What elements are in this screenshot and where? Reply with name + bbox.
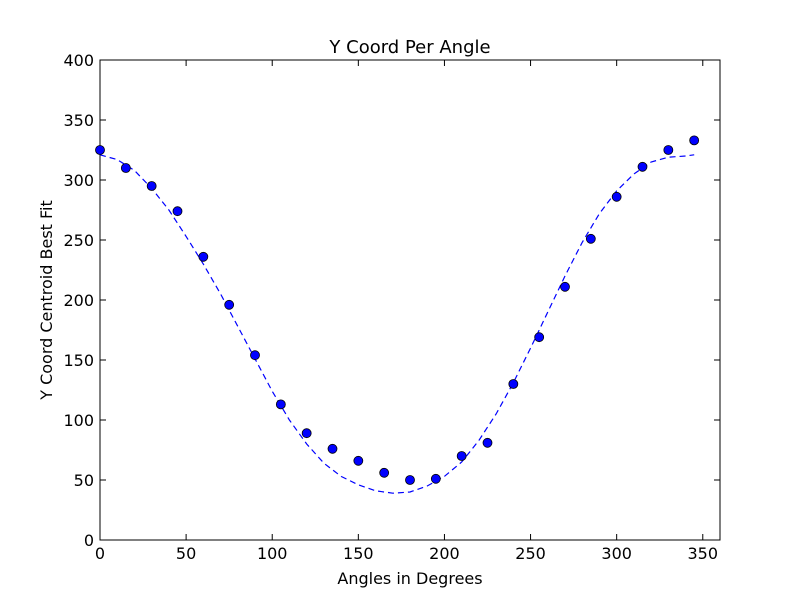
data-point <box>353 455 364 466</box>
data-point <box>146 181 157 191</box>
fit-line-layer <box>99 154 695 494</box>
y-tick-label: 150 <box>63 351 94 370</box>
y-tick-label: 300 <box>63 171 94 190</box>
data-point <box>301 428 312 439</box>
data-point <box>405 475 415 485</box>
x-tick-label: 200 <box>429 544 460 563</box>
data-point <box>95 145 105 155</box>
x-tick-label: 150 <box>343 544 374 563</box>
plot-frame <box>99 59 721 541</box>
data-point <box>250 350 260 361</box>
y-tick-label: 0 <box>84 531 94 550</box>
data-point <box>508 379 519 389</box>
chart-title: Y Coord Per Angle <box>328 37 490 58</box>
x-axis-ticks: 0 50 100 150 200 250 300 350 <box>95 60 718 563</box>
data-point <box>275 399 286 410</box>
data-point <box>611 191 622 202</box>
x-tick-label: 0 <box>95 544 105 563</box>
y-tick-label: 50 <box>74 471 94 490</box>
x-tick-label: 300 <box>601 544 632 563</box>
y-tick-label: 250 <box>63 231 94 250</box>
data-point <box>456 451 467 461</box>
data-point <box>172 206 183 217</box>
x-tick-label: 250 <box>515 544 546 563</box>
data-point <box>585 233 596 244</box>
x-tick-label: 350 <box>688 544 719 563</box>
data-point <box>327 443 338 454</box>
data-point <box>560 281 570 292</box>
points-layer <box>95 135 700 485</box>
x-tick-label: 100 <box>257 544 288 563</box>
y-tick-label: 350 <box>63 111 94 130</box>
data-point <box>430 473 441 484</box>
y-axis-ticks: 0 50 100 150 200 250 300 350 400 <box>63 51 720 550</box>
fit-line <box>99 154 695 494</box>
y-tick-label: 400 <box>63 51 94 70</box>
data-point <box>379 467 390 478</box>
data-point <box>637 161 648 172</box>
y-axis-label: Y Coord Centroid Best Fit <box>37 200 56 401</box>
y-tick-label: 100 <box>63 411 94 430</box>
y-tick-label: 200 <box>63 291 94 310</box>
data-point <box>224 299 235 310</box>
data-point <box>689 135 700 146</box>
data-point <box>120 163 131 173</box>
x-tick-label: 50 <box>176 544 196 563</box>
data-point <box>482 437 493 448</box>
x-axis-label: Angles in Degrees <box>337 569 482 588</box>
data-point <box>663 145 674 155</box>
plot-area <box>95 59 721 541</box>
data-point <box>534 332 545 343</box>
data-point <box>198 251 209 262</box>
